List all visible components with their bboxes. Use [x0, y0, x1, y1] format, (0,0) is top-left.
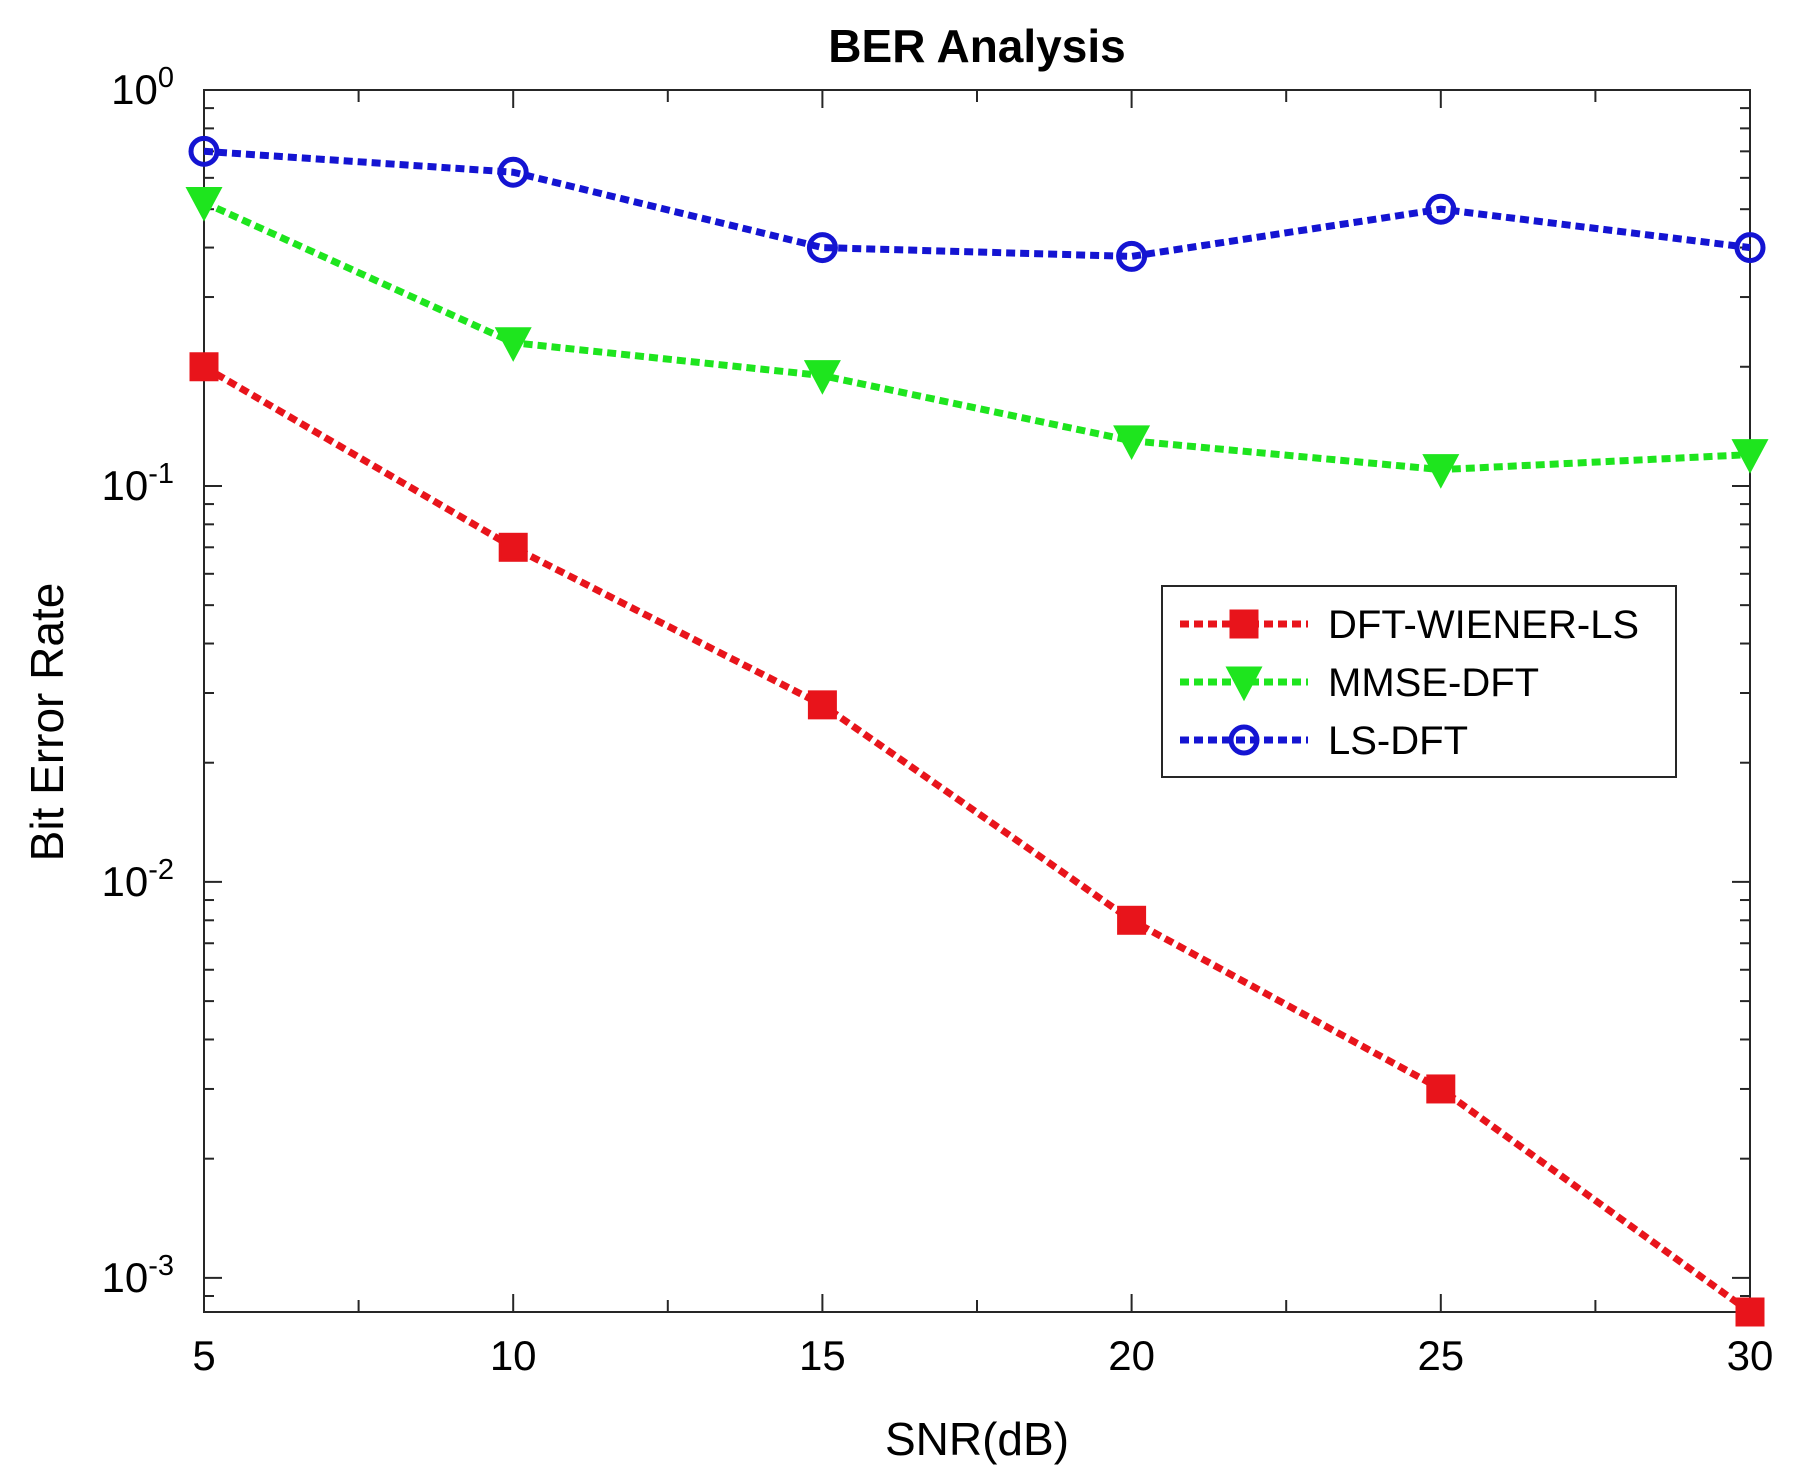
- data-point-mmse-dft: [185, 186, 223, 222]
- data-point-dft-wiener-ls: [1426, 1074, 1456, 1104]
- legend-label-ls-dft: LS-DFT: [1328, 719, 1468, 763]
- data-point-mmse-dft: [1731, 439, 1769, 474]
- y-tick-label: 100: [111, 62, 174, 113]
- data-point-mmse-dft: [1113, 425, 1151, 461]
- axes: 5 10 15 20 25 30 100 10-1 10-2 10-3: [101, 62, 1773, 1379]
- legend: DFT-WIENER-LS MMSE-DFT LS-DFT: [1161, 585, 1677, 778]
- x-tick-label: 15: [799, 1332, 846, 1379]
- data-point-mmse-dft: [803, 360, 841, 395]
- x-tick-label: 5: [192, 1332, 215, 1379]
- legend-marker-dft-wiener-ls: [1229, 609, 1259, 639]
- data-point-mmse-dft: [1422, 454, 1460, 489]
- x-tick-label: 10: [490, 1332, 537, 1379]
- data-point-ls-dft: [806, 232, 838, 264]
- data-point-ls-dft: [1734, 232, 1766, 264]
- x-tick-label: 30: [1727, 1332, 1774, 1379]
- y-axis-label: Bit Error Rate: [21, 583, 73, 862]
- x-axis-label: SNR(dB): [885, 1413, 1069, 1465]
- y-tick-label: 10-2: [101, 854, 174, 905]
- legend-label-mmse-dft: MMSE-DFT: [1328, 661, 1539, 705]
- data-point-dft-wiener-ls: [189, 352, 219, 382]
- legend-marker-ls-dft: [1228, 724, 1260, 756]
- series-line-dft-wiener-ls: [202, 363, 1753, 1315]
- data-point-ls-dft: [497, 156, 529, 188]
- series-line-mmse-dft: [202, 199, 1751, 474]
- data-point-ls-dft: [188, 135, 220, 167]
- data-point-dft-wiener-ls: [807, 690, 837, 720]
- x-tick-label: 25: [1417, 1332, 1464, 1379]
- series-line-ls-dft: [203, 147, 1751, 260]
- x-tick-label: 20: [1108, 1332, 1155, 1379]
- data-point-dft-wiener-ls: [498, 532, 528, 562]
- plot-series: [185, 135, 1769, 1327]
- chart-title: BER Analysis: [828, 20, 1125, 72]
- y-tick-label: 10-1: [101, 458, 174, 509]
- data-point-ls-dft: [1425, 193, 1457, 225]
- legend-label-dft-wiener-ls: DFT-WIENER-LS: [1328, 603, 1639, 647]
- y-tick-label: 10-3: [101, 1250, 174, 1301]
- data-point-dft-wiener-ls: [1117, 905, 1147, 935]
- data-point-dft-wiener-ls: [1735, 1297, 1765, 1327]
- legend-marker-mmse-dft: [1225, 666, 1263, 702]
- data-point-ls-dft: [1116, 240, 1148, 272]
- data-point-mmse-dft: [494, 327, 532, 362]
